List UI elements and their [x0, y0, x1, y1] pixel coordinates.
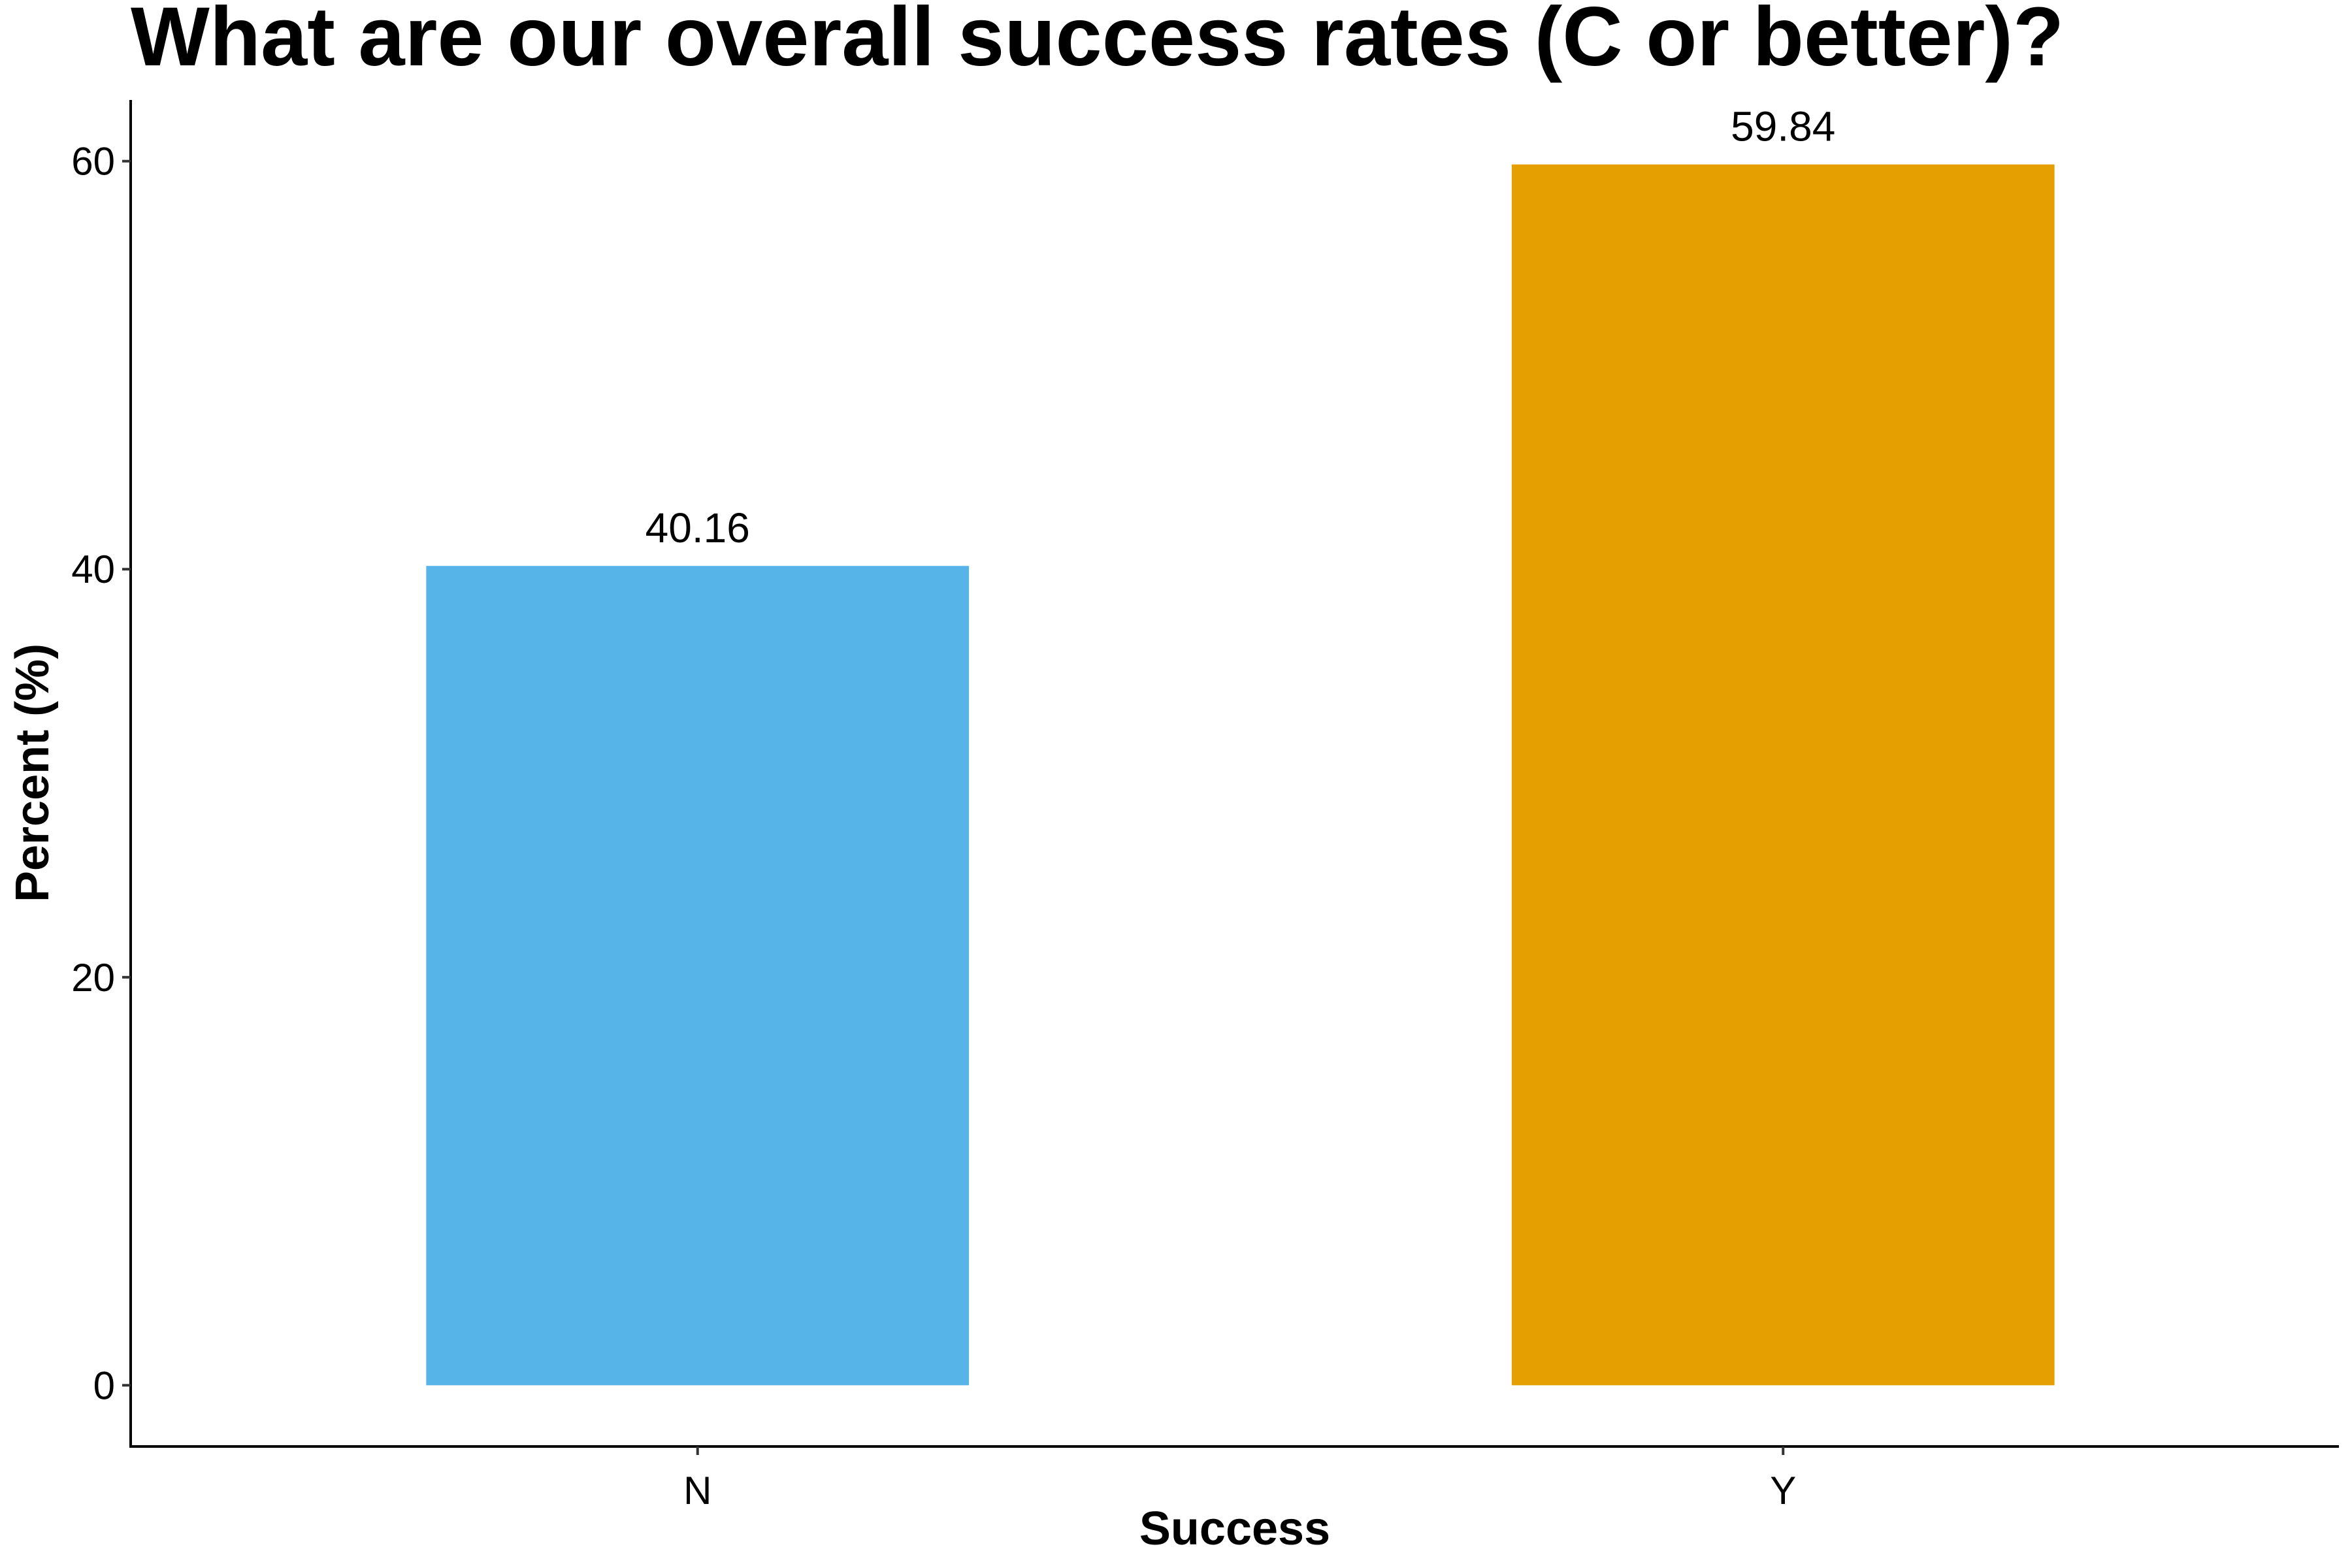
chart-title: What are our overall success rates (C or… [131, 0, 2064, 84]
x-tick-label: N [683, 1469, 711, 1512]
y-tick-label: 60 [71, 140, 115, 184]
y-axis-ticks: 0 20 40 60 [71, 140, 131, 1407]
bar-n [426, 566, 970, 1386]
data-label-y: 59.84 [1731, 103, 1835, 150]
y-axis-title: Percent (%) [7, 644, 59, 902]
x-axis-title: Success [1139, 1503, 1330, 1555]
bars-layer [426, 164, 2055, 1386]
x-tick-label: Y [1770, 1469, 1796, 1512]
data-label-n: 40.16 [645, 504, 750, 551]
y-tick-label: 40 [71, 547, 115, 591]
data-labels-layer: 40.16 59.84 [645, 103, 1836, 552]
bar-y [1511, 164, 2055, 1386]
y-tick-label: 20 [71, 956, 115, 1000]
y-tick-label: 0 [93, 1364, 115, 1407]
